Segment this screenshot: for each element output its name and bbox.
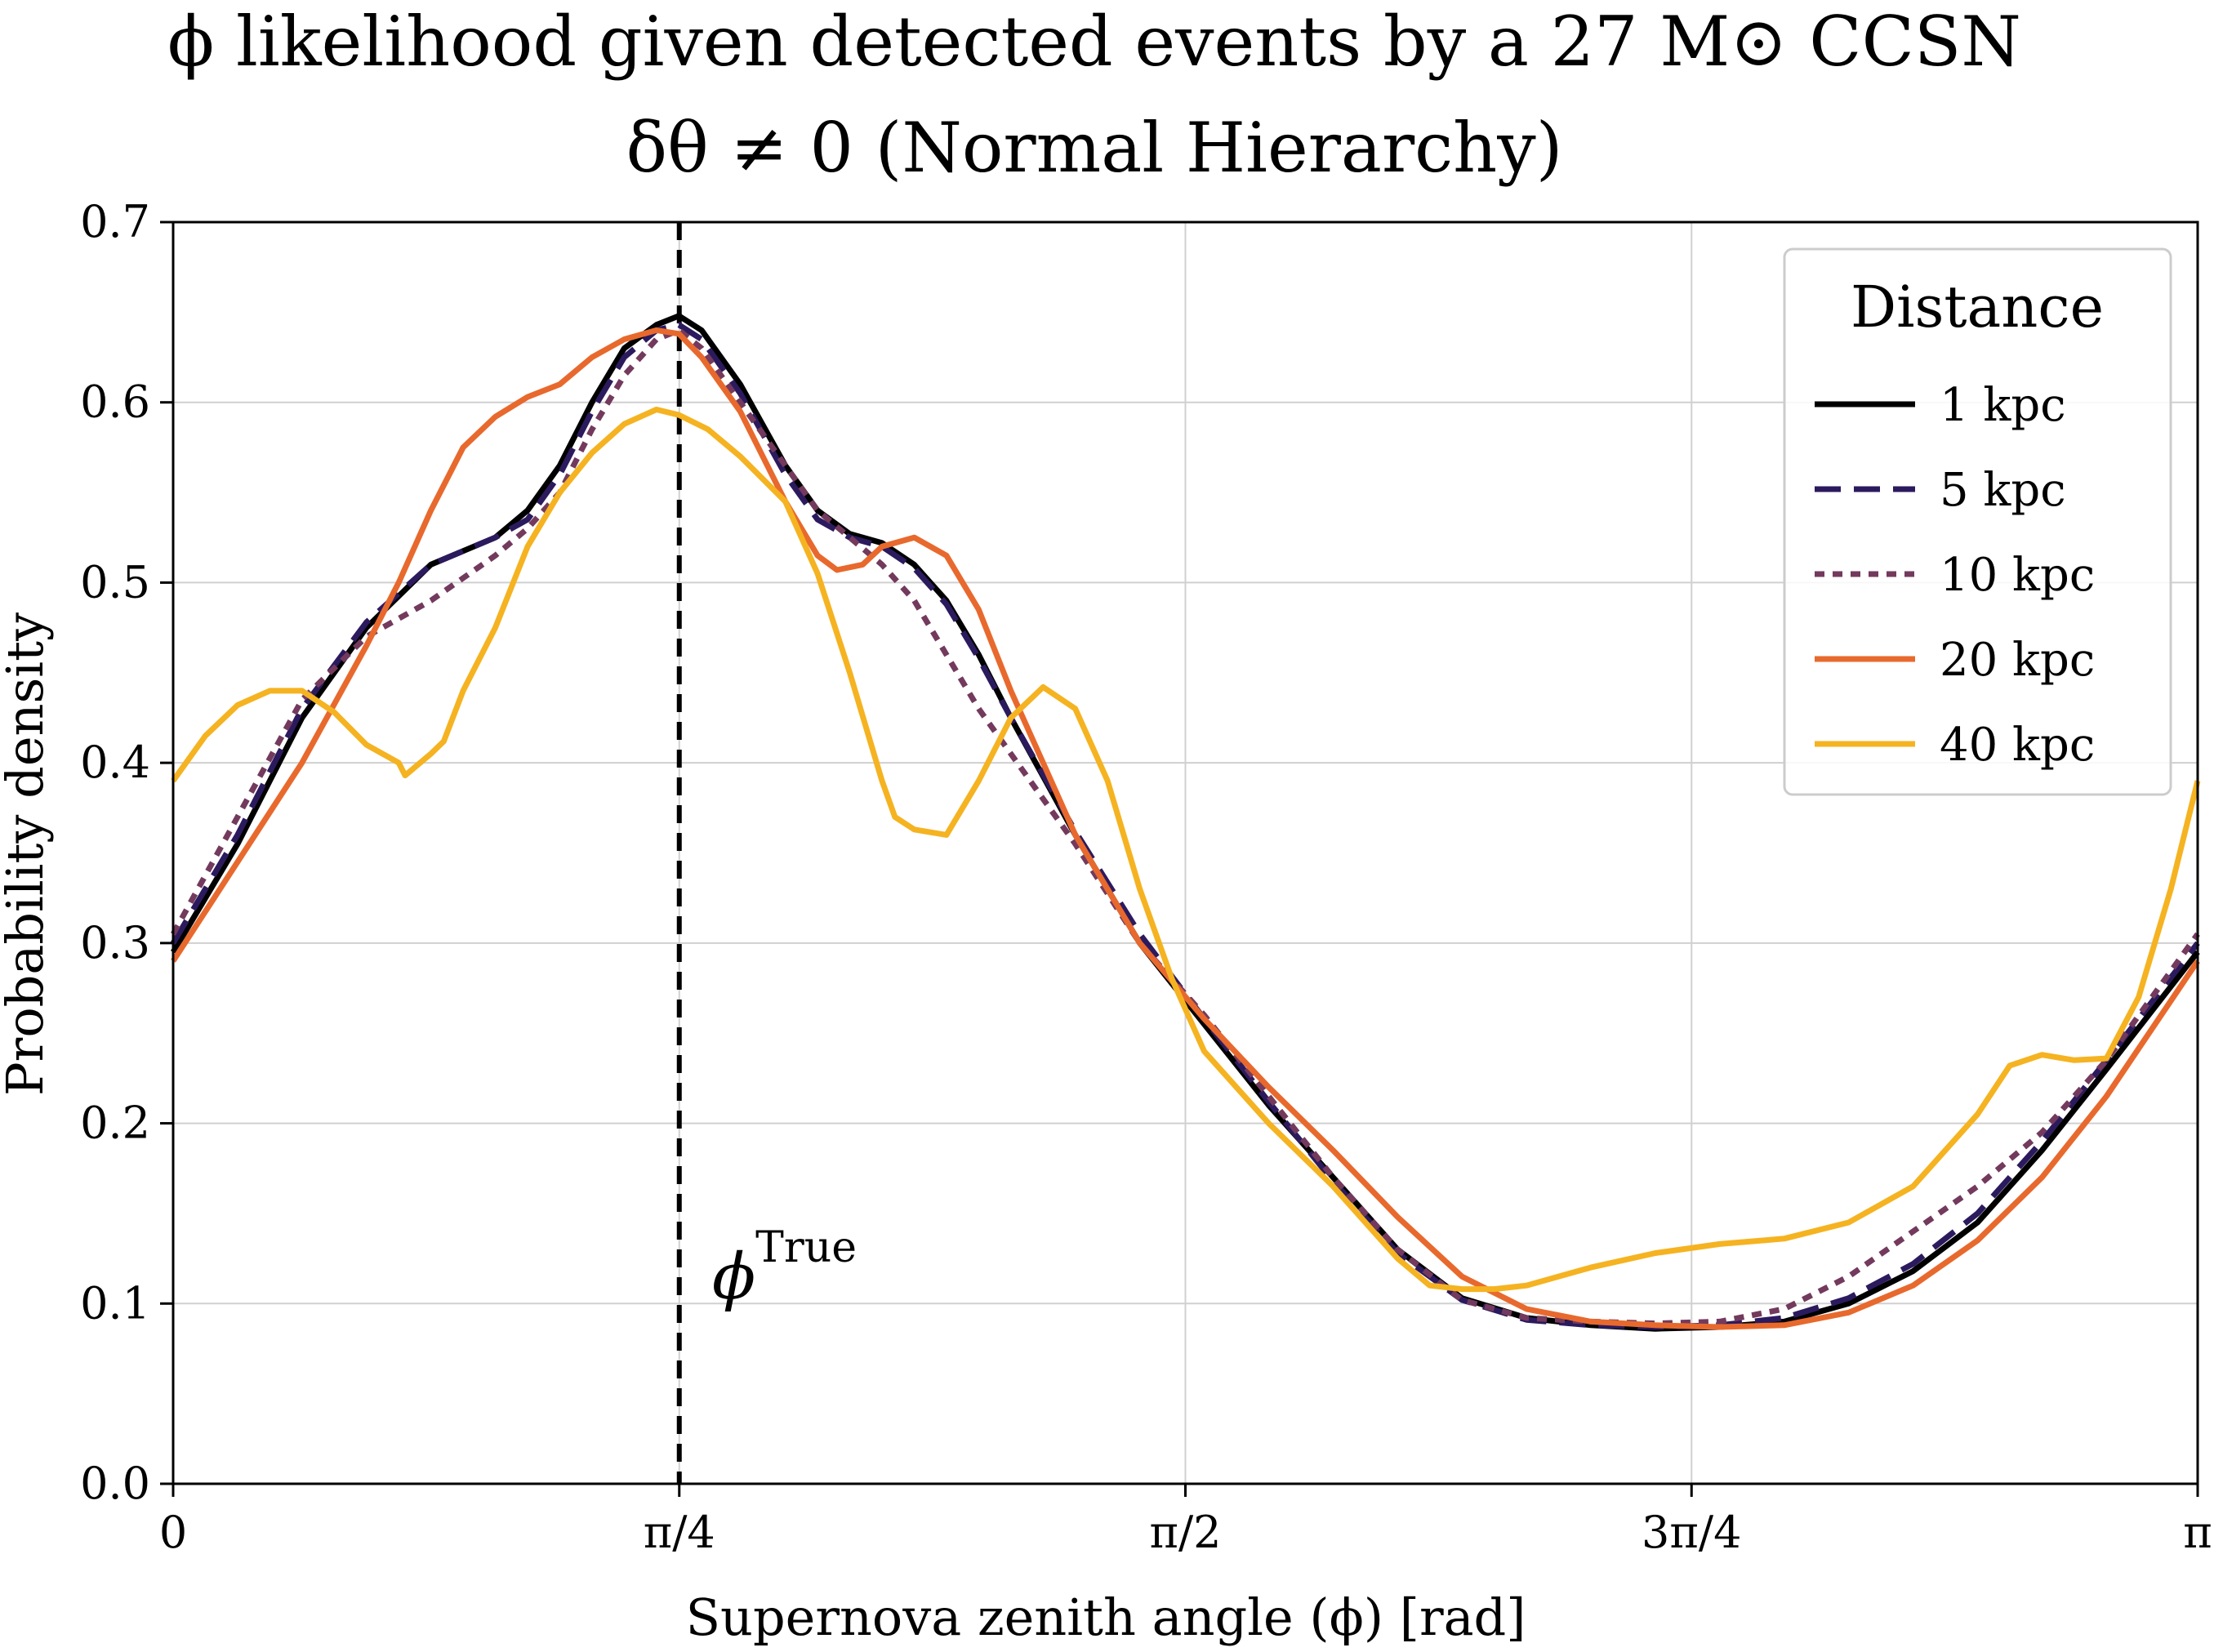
- legend-label: 1 kpc: [1940, 379, 2066, 432]
- series-line-5-kpc: [170, 322, 2200, 1330]
- true-value-label-sup: True: [755, 1223, 857, 1272]
- chart-title: ϕ likelihood given detected events by a …: [167, 2, 2021, 82]
- y-tick-label: 0.2: [80, 1098, 150, 1149]
- y-axis-label: Probability density: [0, 612, 55, 1096]
- legend-title: Distance: [1851, 274, 2104, 341]
- y-tick-label: 0.7: [80, 196, 150, 247]
- legend-label: 10 kpc: [1940, 549, 2095, 602]
- series-lines: [170, 313, 2201, 1332]
- y-axis: 0.0 0.1 0.2 0.3 0.4 0.5 0.6 0.7: [80, 196, 173, 1509]
- legend-label: 20 kpc: [1940, 634, 2095, 687]
- x-axis: 0 π/4 π/2 3π/4 π: [159, 1484, 2212, 1558]
- series-line-20-kpc: [171, 327, 2200, 1330]
- x-axis-label: Supernova zenith angle (ϕ) [rad]: [686, 1587, 1526, 1647]
- legend-items: 1 kpc 5 kpc 10 kpc 20 kpc 40 kpc: [1815, 379, 2095, 772]
- true-value-label: ϕTrue: [712, 1223, 857, 1314]
- legend: Distance 1 kpc 5 kpc 10 kpc 20 kpc 40 kpc: [1783, 247, 2172, 796]
- y-tick-label: 0.0: [80, 1458, 150, 1509]
- x-tick-label: π: [2183, 1507, 2212, 1558]
- legend-label: 40 kpc: [1940, 719, 2095, 772]
- series-line-40-kpc: [171, 407, 2201, 1293]
- y-tick-label: 0.6: [80, 376, 150, 428]
- series-line-10-kpc: [170, 327, 2200, 1327]
- x-tick-label: π/2: [1149, 1507, 1221, 1558]
- y-tick-label: 0.1: [80, 1277, 150, 1329]
- true-value-label-base: ϕ: [712, 1240, 755, 1314]
- y-tick-label: 0.4: [80, 737, 150, 788]
- x-tick-label: 0: [159, 1507, 187, 1558]
- x-tick-label: π/4: [644, 1507, 715, 1558]
- chart-subtitle: δθ ≠ 0 (Normal Hierarchy): [626, 108, 1563, 188]
- y-tick-label: 0.3: [80, 917, 150, 968]
- legend-label: 5 kpc: [1940, 464, 2066, 517]
- x-tick-label: 3π/4: [1642, 1507, 1741, 1558]
- y-tick-label: 0.5: [80, 556, 150, 608]
